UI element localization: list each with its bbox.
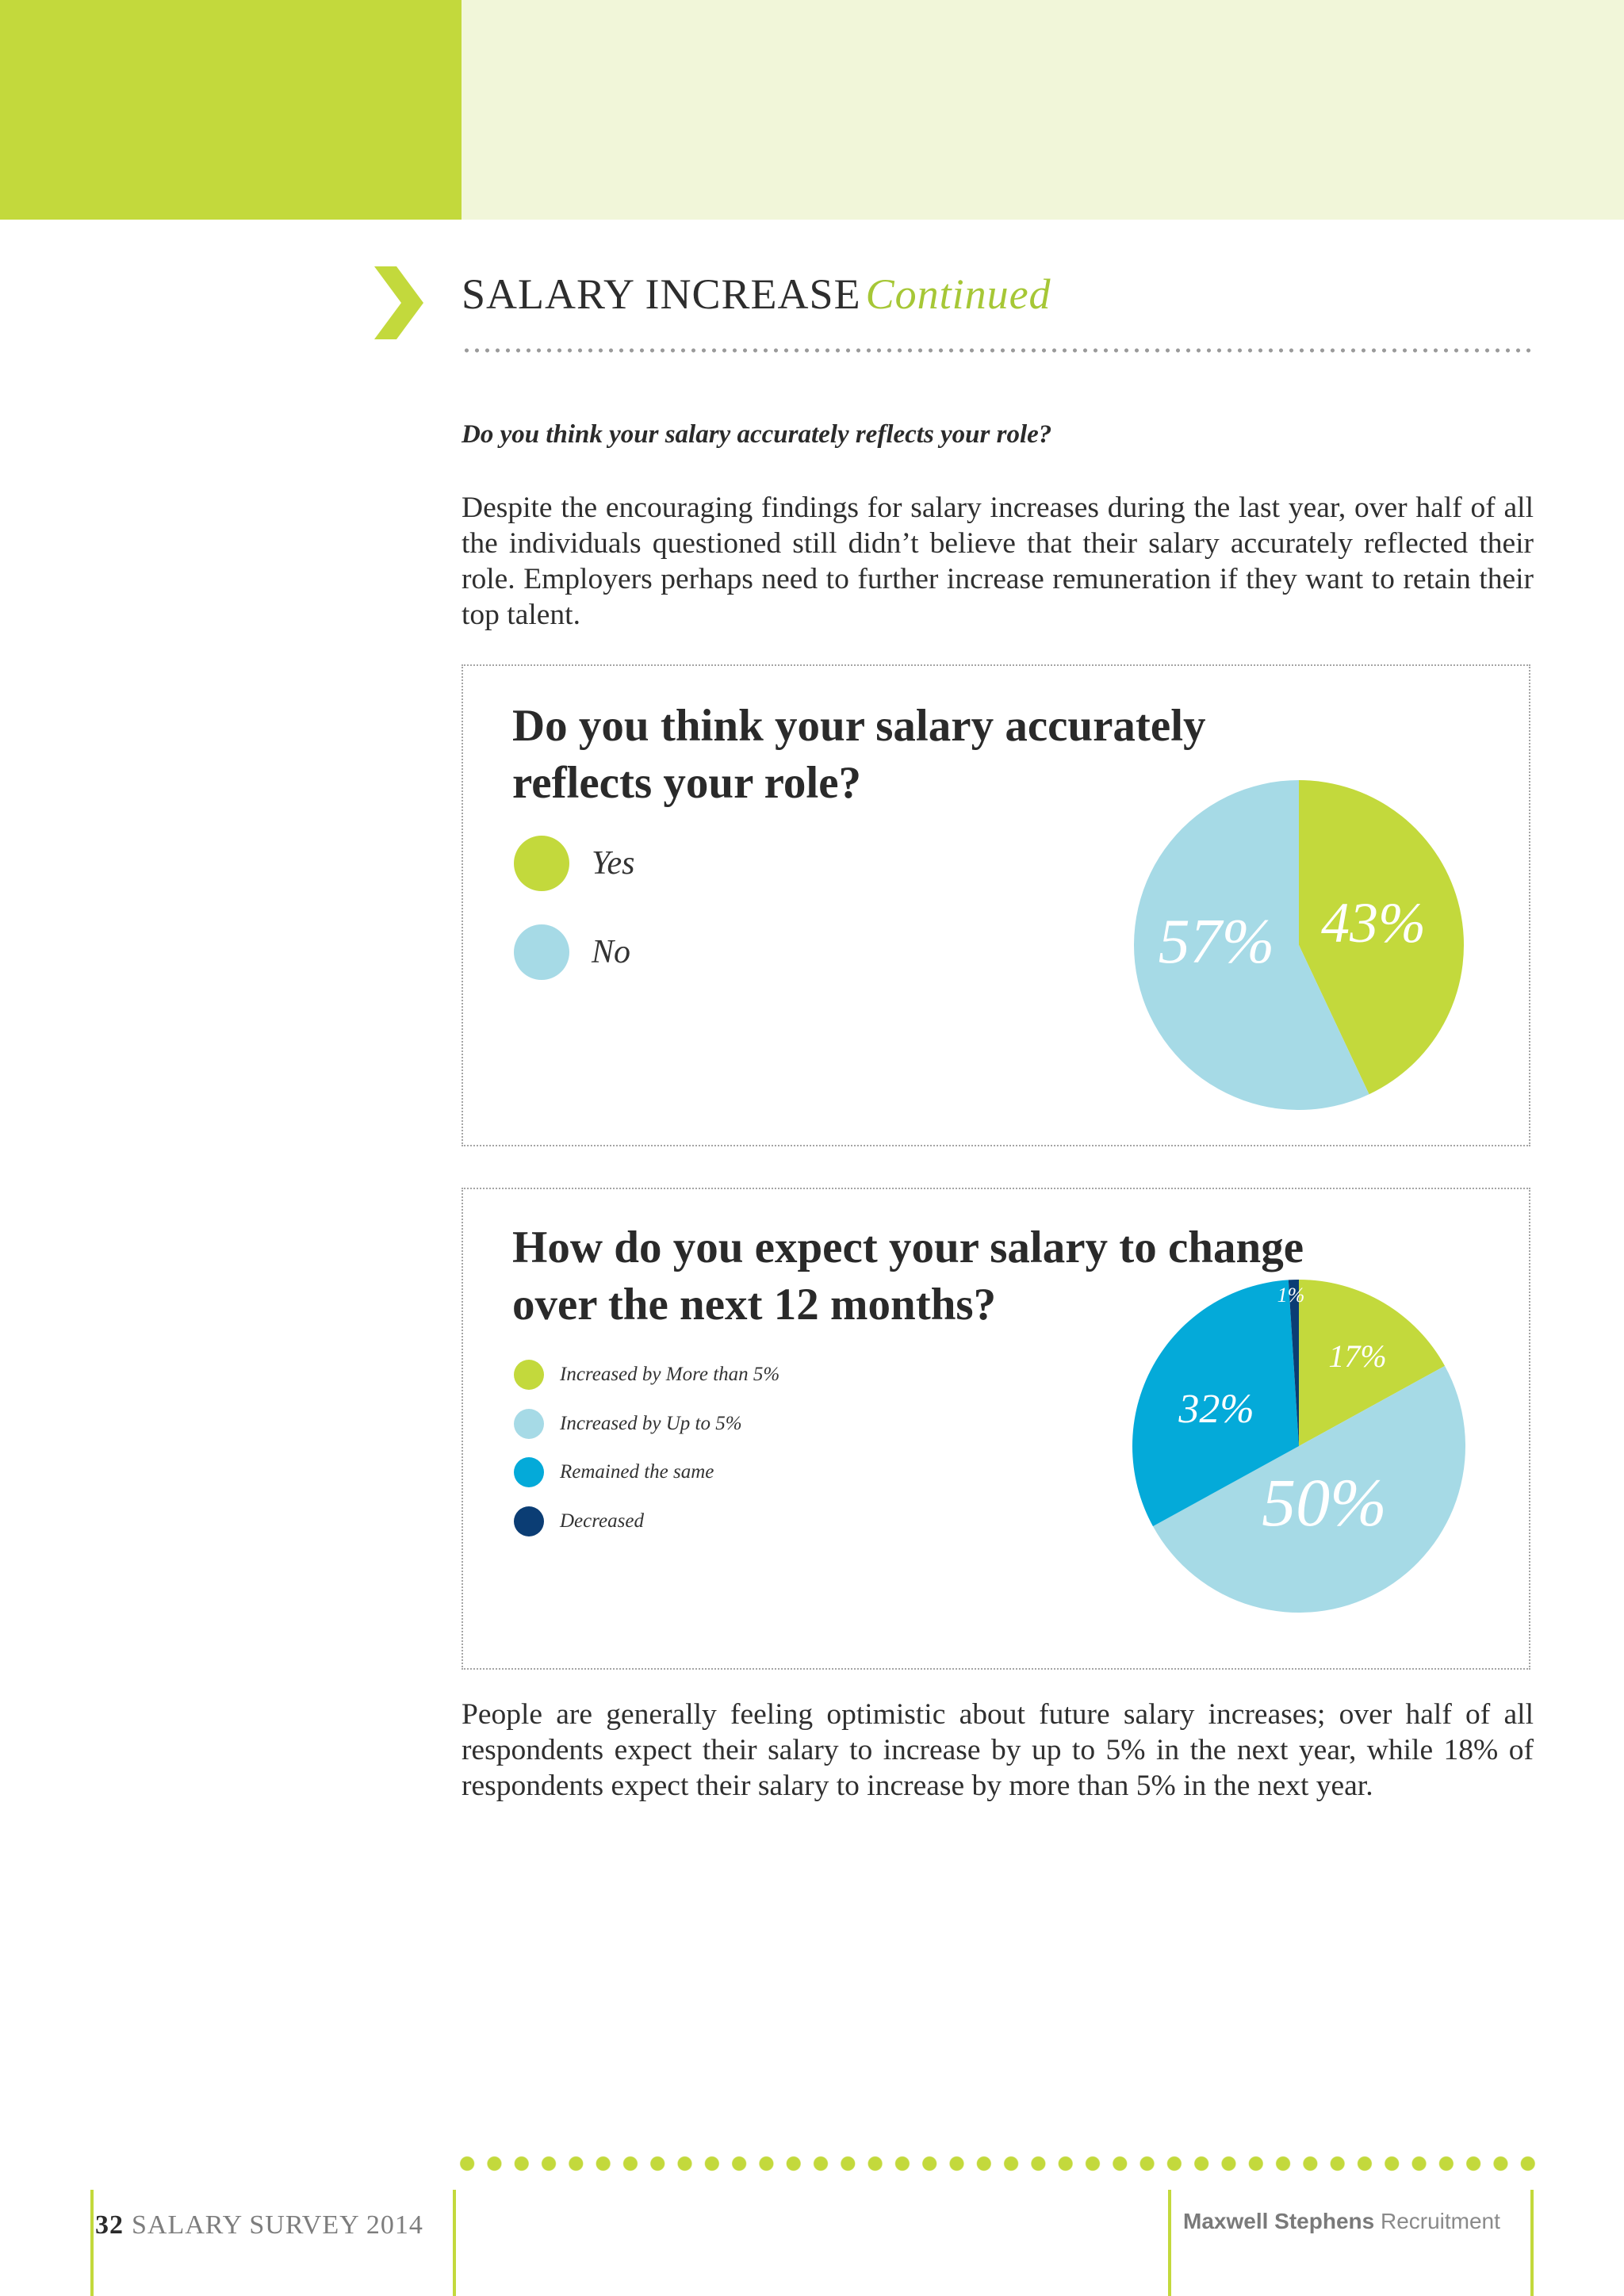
chart1-pie: 43% 57% <box>1134 780 1464 1110</box>
legend-label: Decreased <box>560 1510 644 1532</box>
page-number: 32 <box>95 2210 124 2240</box>
legend-label-yes: Yes <box>592 845 635 882</box>
outro-paragraph: People are generally feeling optimistic … <box>462 1698 1534 1802</box>
pie-label-2: 32% <box>1178 1387 1254 1432</box>
chart2-title: How do you expect your salary to change … <box>512 1219 1305 1334</box>
intro-paragraph: Despite the encouraging findings for sal… <box>462 492 1534 631</box>
brand-name-bold: Maxwell Stephens <box>1183 2209 1375 2233</box>
chart2-legend-item: Remained the same <box>514 1457 714 1487</box>
pie-label-3: 1% <box>1277 1284 1305 1307</box>
legend-swatch <box>514 1506 544 1536</box>
legend-swatch <box>514 1457 544 1487</box>
chart2-title-line2: over the next 12 months? <box>512 1280 997 1330</box>
chart1-title: Do you think your salary accurately refl… <box>512 698 1305 812</box>
footer-rule-right-b <box>1530 2190 1534 2296</box>
legend-label: Remained the same <box>560 1461 714 1483</box>
pie-label-0: 17% <box>1328 1338 1386 1374</box>
pie-slice-0 <box>1299 1280 1446 1446</box>
section-title-main: SALARY INCREASE <box>462 270 861 318</box>
section-title: SALARY INCREASE Continued <box>462 270 1051 319</box>
pie-label-0: 43% <box>1321 891 1426 955</box>
section-title-continued: Continued <box>865 270 1051 318</box>
pie-slice-1 <box>1152 1365 1465 1613</box>
brand-name-rest: Recruitment <box>1380 2209 1500 2233</box>
dotted-divider <box>462 347 1535 354</box>
chart2-legend-item: Increased by More than 5% <box>514 1360 779 1390</box>
pie-label-1: 50% <box>1262 1464 1387 1540</box>
intro-question: Do you think your salary accurately refl… <box>462 420 1052 449</box>
chart1-legend-yes: Yes <box>514 836 635 891</box>
chart1-title-line1: Do you think your salary accurately <box>512 701 1206 751</box>
chart1-legend-no: No <box>514 924 630 980</box>
legend-label-no: No <box>592 934 631 970</box>
chart2-legend-item: Increased by Up to 5% <box>514 1409 742 1439</box>
chart1-title-line2: reflects your role? <box>512 758 862 808</box>
pie-slice-1 <box>1134 780 1369 1110</box>
legend-label: Increased by Up to 5% <box>560 1413 742 1434</box>
pie-slice-2 <box>1132 1280 1299 1527</box>
legend-swatch <box>514 1409 544 1439</box>
chart2-box: How do you expect your salary to change … <box>462 1188 1530 1670</box>
chart2-pie: 17% 50%32% 1% <box>1132 1280 1465 1613</box>
publication-name: SALARY SURVEY 2014 <box>132 2210 423 2240</box>
header-pale-block <box>462 0 1624 220</box>
footer-rule-right-a <box>1168 2190 1171 2296</box>
pie-slice-0 <box>1299 780 1464 1095</box>
pie-slice-3 <box>1288 1280 1299 1446</box>
legend-swatch-yes <box>514 836 569 891</box>
footer-rule-mid <box>453 2190 456 2296</box>
header-green-block <box>0 0 462 220</box>
chart2-title-line1: How do you expect your salary to change <box>512 1223 1304 1272</box>
chevron-right-icon <box>374 266 423 339</box>
footer-dotted-divider <box>454 2155 1542 2172</box>
footer-publication: 32 SALARY SURVEY 2014 <box>95 2210 423 2241</box>
pie-label-1: 57% <box>1159 907 1275 977</box>
footer-rule-left <box>90 2190 94 2296</box>
legend-swatch-no <box>514 924 569 980</box>
footer-brand: Maxwell Stephens Recruitment <box>1183 2209 1500 2234</box>
chart2-legend-item: Decreased <box>514 1506 644 1536</box>
legend-label: Increased by More than 5% <box>560 1364 780 1385</box>
chart1-box: Do you think your salary accurately refl… <box>462 664 1530 1146</box>
legend-swatch <box>514 1360 544 1390</box>
